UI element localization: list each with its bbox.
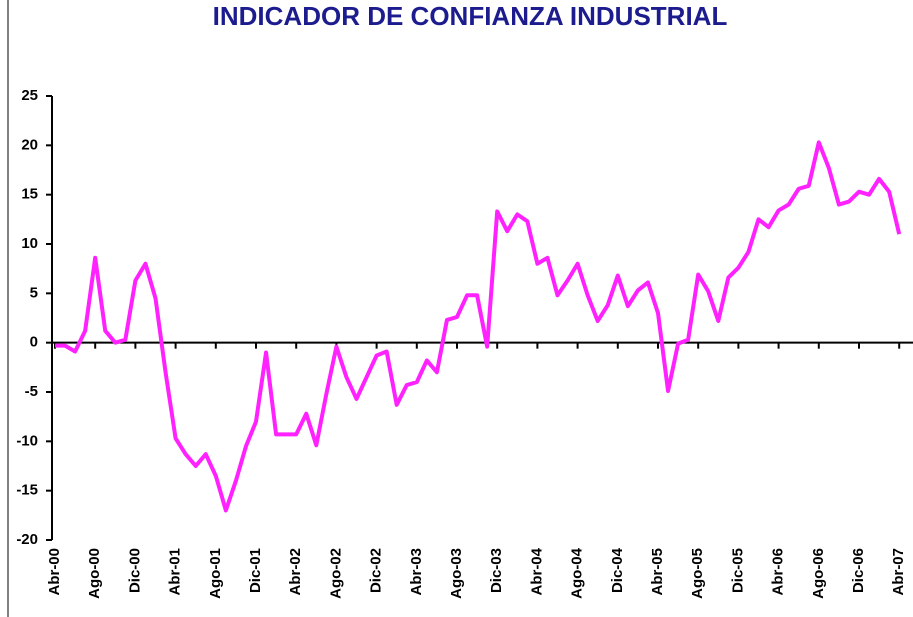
chart-title: INDICADOR DE CONFIANZA INDUSTRIAL xyxy=(213,1,728,31)
x-tick-label: Dic-04 xyxy=(609,547,626,593)
x-tick-label: Ago-00 xyxy=(86,548,103,599)
x-tick-label: Abr-04 xyxy=(528,547,545,595)
y-tick-label: 0 xyxy=(30,334,38,351)
x-tick-label: Dic-05 xyxy=(729,548,746,593)
x-tick-label: Ago-06 xyxy=(810,548,827,599)
x-tick-label: Dic-00 xyxy=(126,548,143,593)
y-tick-label: -5 xyxy=(25,383,38,400)
x-tick-label: Dic-01 xyxy=(247,548,264,593)
y-tick-label: 25 xyxy=(21,87,38,104)
x-tick-label: Ago-05 xyxy=(689,548,706,599)
y-tick-label: -20 xyxy=(16,531,38,548)
x-tick-label: Ago-02 xyxy=(327,548,344,599)
x-tick-label: Abr-03 xyxy=(408,548,425,596)
y-tick-label: 10 xyxy=(21,235,38,252)
y-tick-label: 5 xyxy=(30,284,38,301)
x-tick-label: Dic-02 xyxy=(368,548,385,593)
y-tick-label: 15 xyxy=(21,186,38,203)
x-tick-label: Dic-03 xyxy=(488,548,505,593)
x-tick-label: Abr-05 xyxy=(649,548,666,596)
x-tick-label: Abr-06 xyxy=(770,548,787,596)
y-tick-label: -15 xyxy=(16,482,38,499)
x-tick-label: Ago-03 xyxy=(448,548,465,599)
x-tick-label: Abr-01 xyxy=(167,548,184,596)
x-tick-label: Abr-07 xyxy=(890,548,907,596)
x-tick-label: Ago-04 xyxy=(569,547,586,598)
y-tick-label: -10 xyxy=(16,432,38,449)
x-tick-label: Ago-01 xyxy=(207,548,224,599)
x-tick-label: Abr-00 xyxy=(46,548,63,596)
x-tick-label: Dic-06 xyxy=(850,548,867,593)
y-tick-label: 20 xyxy=(21,136,38,153)
x-tick-label: Abr-02 xyxy=(287,548,304,596)
line-series xyxy=(55,140,902,513)
